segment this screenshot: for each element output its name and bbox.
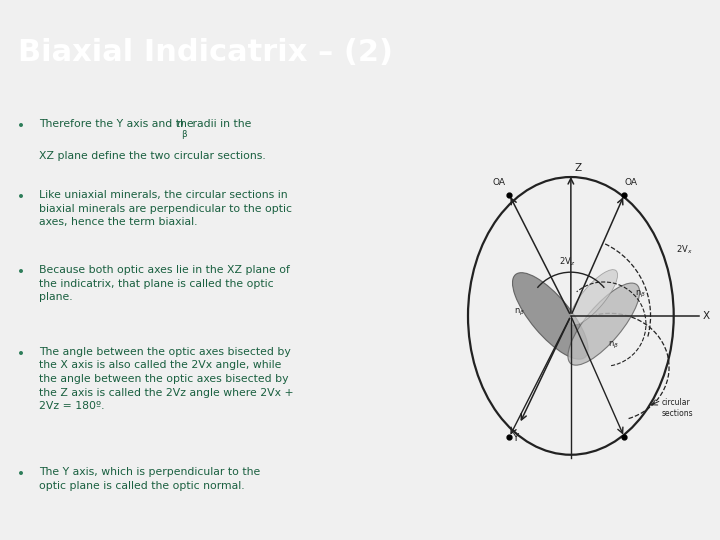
Text: The angle between the optic axes bisected by
the X axis is also called the 2Vx a: The angle between the optic axes bisecte… bbox=[39, 347, 293, 411]
Text: n$_\beta$: n$_\beta$ bbox=[608, 340, 619, 351]
Text: Like uniaxial minerals, the circular sections in
biaxial minerals are perpendicu: Like uniaxial minerals, the circular sec… bbox=[39, 190, 292, 227]
Text: n$_\beta$: n$_\beta$ bbox=[634, 289, 646, 300]
Ellipse shape bbox=[570, 269, 618, 325]
Ellipse shape bbox=[568, 283, 639, 365]
Text: OA: OA bbox=[624, 178, 637, 187]
Text: •: • bbox=[17, 119, 25, 133]
Text: radii in the: radii in the bbox=[189, 119, 251, 129]
Text: •: • bbox=[17, 467, 25, 481]
Text: XZ plane define the two circular sections.: XZ plane define the two circular section… bbox=[39, 151, 266, 161]
Text: •: • bbox=[17, 265, 25, 279]
Text: Therefore the Y axis and the: Therefore the Y axis and the bbox=[39, 119, 197, 129]
Text: 2V$_x$: 2V$_x$ bbox=[676, 243, 693, 255]
Text: circular
sections: circular sections bbox=[662, 398, 693, 417]
Text: Because both optic axes lie in the XZ plane of
the indicatrix, that plane is cal: Because both optic axes lie in the XZ pl… bbox=[39, 265, 289, 302]
Ellipse shape bbox=[513, 273, 588, 359]
Text: Y: Y bbox=[512, 433, 518, 443]
Text: OA: OA bbox=[492, 178, 505, 187]
Text: Biaxial Indicatrix – (2): Biaxial Indicatrix – (2) bbox=[18, 38, 393, 67]
Text: n$_\beta$: n$_\beta$ bbox=[514, 307, 526, 319]
Text: The Y axis, which is perpendicular to the
optic plane is called the optic normal: The Y axis, which is perpendicular to th… bbox=[39, 467, 260, 490]
Text: •: • bbox=[17, 190, 25, 204]
Text: β: β bbox=[181, 130, 187, 139]
Text: n: n bbox=[176, 119, 184, 129]
Text: X: X bbox=[703, 311, 710, 321]
Text: Z: Z bbox=[575, 163, 582, 173]
Text: 2V$_z$: 2V$_z$ bbox=[559, 255, 575, 268]
Text: •: • bbox=[17, 347, 25, 361]
